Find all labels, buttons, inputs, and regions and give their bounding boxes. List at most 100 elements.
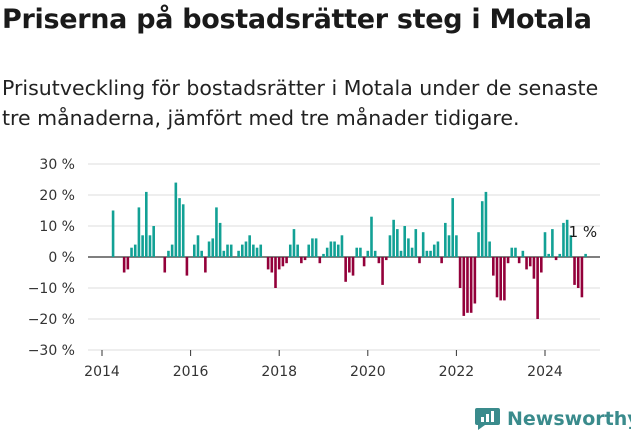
bar (532, 257, 536, 279)
bar (447, 235, 451, 257)
bar (580, 257, 584, 298)
bar (576, 257, 580, 288)
bar (528, 257, 532, 267)
bar (351, 257, 355, 276)
bar (126, 257, 130, 270)
bar (436, 241, 440, 257)
bar (466, 257, 469, 313)
bar (414, 229, 418, 257)
y-tick-label: 10 % (39, 219, 75, 235)
bar (425, 250, 429, 257)
bar (488, 241, 491, 257)
bar (307, 244, 311, 257)
bar (506, 257, 510, 264)
bar (569, 235, 573, 257)
bar (196, 235, 200, 257)
bar (499, 257, 502, 301)
bar (517, 257, 521, 264)
bar (300, 257, 303, 264)
bar (318, 257, 322, 264)
bar (207, 241, 211, 257)
bar (274, 257, 277, 288)
bar (200, 250, 203, 257)
bar (333, 241, 336, 257)
bar (562, 222, 565, 257)
bar (277, 257, 281, 270)
bar (148, 235, 152, 257)
bar (558, 253, 562, 257)
y-tick-label: −10 % (28, 281, 75, 297)
bar (455, 235, 458, 257)
bar (458, 257, 462, 288)
bar (133, 244, 137, 257)
bar (329, 241, 333, 257)
x-tick-label: 2018 (261, 364, 297, 380)
brand-name: Newsworthy (507, 407, 631, 430)
bar (204, 257, 207, 273)
bar (270, 257, 274, 273)
bar (540, 257, 543, 273)
page-title: Priserna på bostadsrätter steg i Motala (2, 4, 592, 35)
bar (392, 219, 395, 257)
x-axis: 2014 2016 2018 2020 2022 2024 (84, 350, 563, 380)
x-tick-label: 2014 (84, 364, 120, 380)
bar (521, 250, 525, 257)
bar (362, 257, 366, 267)
bar (388, 235, 392, 257)
y-tick-label: −20 % (28, 312, 75, 328)
newsworthy-logo-icon (475, 408, 500, 430)
bar (359, 247, 362, 257)
bar (322, 253, 325, 257)
bar (137, 207, 141, 257)
bar (355, 247, 359, 257)
bar (240, 244, 244, 257)
bar (432, 244, 436, 257)
bar (565, 219, 569, 257)
bar (122, 257, 126, 273)
bar (303, 257, 307, 261)
bar (163, 257, 167, 273)
bar (495, 257, 499, 298)
bar (192, 244, 196, 257)
bar (178, 198, 181, 257)
bar (421, 232, 425, 257)
bar (429, 250, 432, 257)
y-tick-label: −30 % (28, 343, 75, 359)
bar (480, 201, 484, 257)
bar (444, 222, 447, 257)
bar (130, 247, 133, 257)
bar (311, 238, 314, 257)
bar (167, 250, 170, 257)
bar (547, 253, 550, 257)
y-axis-labels: 30 % 20 % 10 % 0 % −10 % −20 % −30 % (28, 157, 75, 359)
bar (259, 244, 263, 257)
bar (514, 247, 517, 257)
x-tick-label: 2024 (527, 364, 563, 380)
bar (370, 216, 373, 257)
bar (145, 191, 148, 257)
bar (440, 257, 443, 264)
bar (348, 257, 351, 273)
bar (484, 191, 488, 257)
bar (510, 247, 514, 257)
annotations: 1 % (569, 223, 598, 241)
bar (141, 235, 144, 257)
bar (396, 229, 399, 257)
bar (218, 222, 222, 257)
bar (244, 241, 248, 257)
bar (462, 257, 466, 316)
bar (410, 247, 414, 257)
subtitle: Prisutveckling för bostadsrätter i Motal… (2, 76, 599, 130)
bar (477, 232, 480, 257)
bar (543, 232, 547, 257)
bar (288, 244, 292, 257)
bar (314, 238, 318, 257)
bar (170, 244, 174, 257)
bar (336, 244, 340, 257)
bar (344, 257, 347, 282)
bar (407, 238, 410, 257)
y-tick-label: 30 % (39, 157, 75, 173)
y-tick-label: 0 % (48, 250, 75, 266)
bar (285, 257, 288, 264)
bar (266, 257, 270, 270)
